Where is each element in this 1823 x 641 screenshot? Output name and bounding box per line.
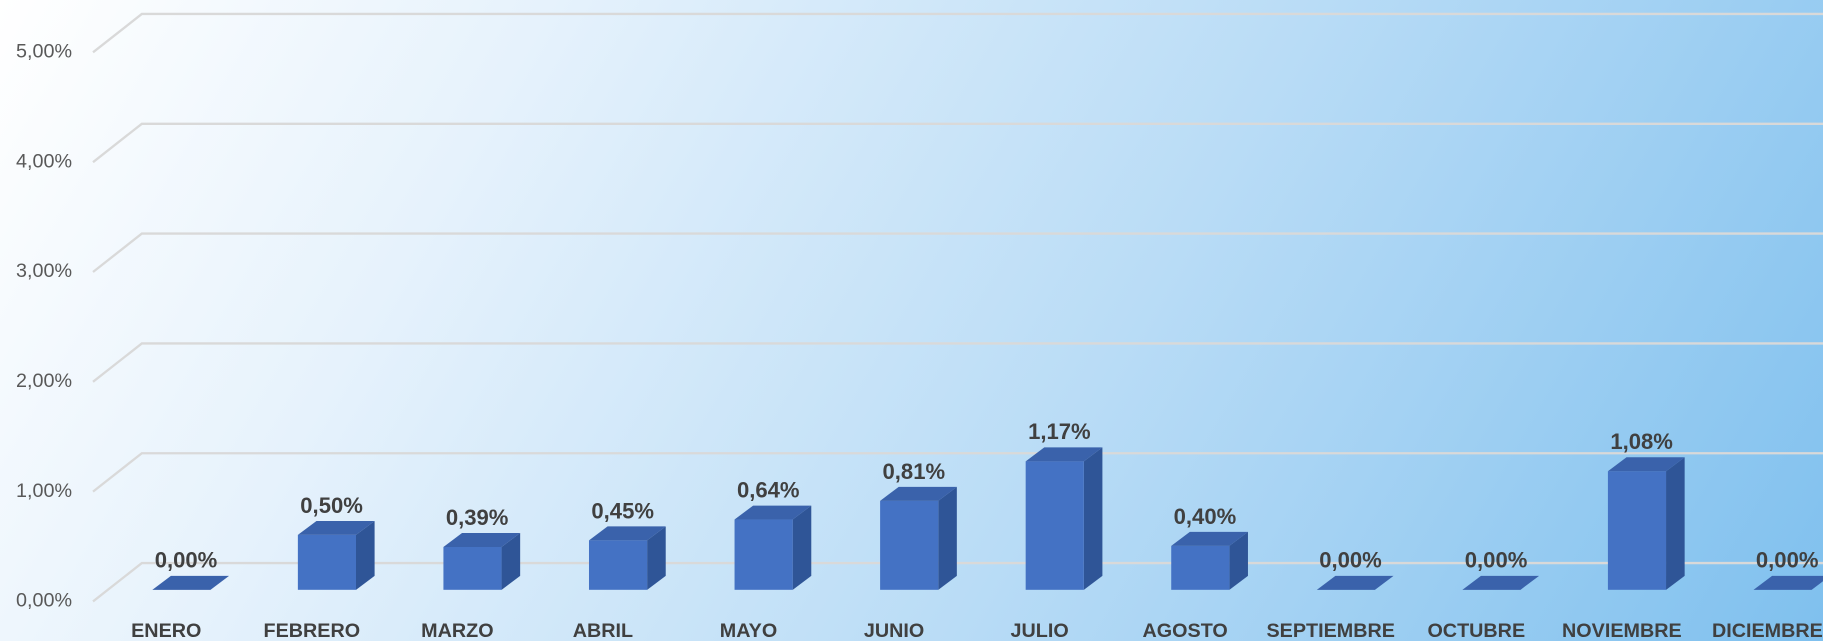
grid-line — [92, 12, 1823, 54]
bar-side — [1666, 457, 1685, 590]
bar — [880, 486, 957, 590]
bar-top — [1171, 531, 1248, 546]
value-label: 0,00% — [155, 548, 218, 573]
grid-line — [92, 561, 1823, 603]
bar-top — [443, 533, 521, 547]
bar — [588, 526, 666, 590]
bar-side — [501, 533, 521, 590]
x-tick-label: OCTUBRE — [1427, 620, 1525, 641]
bar — [443, 533, 521, 590]
x-tick-label: JUNIO — [864, 620, 924, 641]
bar-front — [588, 540, 648, 590]
bar-top — [1025, 447, 1103, 462]
bar-side — [355, 520, 375, 590]
bar — [1753, 575, 1823, 590]
bar-front — [443, 546, 502, 590]
bar-top — [1316, 575, 1394, 590]
bar-top — [588, 526, 666, 541]
x-tick-label: MAYO — [720, 620, 777, 641]
y-tick-label: 1,00% — [16, 480, 72, 502]
bar-side — [1229, 531, 1248, 590]
grid-line — [92, 232, 1823, 273]
value-label: 0,64% — [737, 477, 800, 502]
value-label: 1,08% — [1610, 429, 1673, 454]
bar-top — [152, 575, 230, 590]
y-tick-label: 0,00% — [16, 590, 72, 612]
bar — [1025, 447, 1103, 590]
grid-line — [92, 452, 1823, 493]
x-tick-label: MARZO — [421, 620, 493, 641]
grid-line — [92, 122, 1823, 164]
x-tick-label: DICIEMBRE — [1712, 620, 1823, 641]
bar — [1607, 457, 1685, 590]
value-label: 0,00% — [1319, 548, 1382, 573]
value-label: 0,00% — [1756, 548, 1819, 573]
x-tick-label: ENERO — [131, 620, 201, 641]
bar — [1171, 531, 1248, 590]
value-label: 0,81% — [883, 459, 946, 484]
bar — [297, 520, 375, 590]
bar — [1316, 575, 1394, 590]
bar-front — [1171, 545, 1230, 590]
x-tick-label: SEPTIEMBRE — [1267, 620, 1395, 641]
bar-top — [880, 486, 957, 501]
bar-front — [1025, 461, 1084, 590]
y-tick-label: 5,00% — [16, 41, 72, 63]
value-label: 0,00% — [1465, 548, 1528, 573]
bar-top — [297, 520, 375, 535]
bar-top — [1462, 575, 1540, 590]
bar-front — [297, 534, 356, 590]
bar — [1462, 575, 1540, 590]
y-tick-label: 4,00% — [16, 150, 72, 172]
bar-front — [1607, 471, 1667, 590]
x-tick-label: AGOSTO — [1143, 620, 1228, 641]
bar — [734, 505, 812, 590]
value-label: 0,40% — [1174, 504, 1237, 529]
x-tick-label: JULIO — [1011, 620, 1069, 641]
grid-line — [92, 342, 1823, 383]
bar-side — [792, 505, 812, 590]
value-label: 0,45% — [591, 498, 654, 523]
y-tick-label: 2,00% — [16, 370, 72, 392]
bar-side — [1083, 447, 1103, 590]
bar — [152, 575, 230, 590]
value-label: 0,39% — [446, 505, 509, 530]
bar-top — [734, 505, 812, 520]
bar-side — [938, 486, 957, 590]
bar-front — [880, 500, 939, 590]
x-tick-label: FEBRERO — [264, 620, 361, 641]
bar-top — [1753, 575, 1823, 590]
x-tick-label: NOVIEMBRE — [1562, 620, 1682, 641]
bar-side — [647, 526, 666, 590]
value-label: 1,17% — [1028, 419, 1091, 444]
y-tick-label: 3,00% — [16, 260, 72, 282]
x-tick-label: ABRIL — [573, 620, 633, 641]
bar-front — [734, 519, 793, 590]
bar-top — [1607, 457, 1685, 472]
value-label: 0,50% — [300, 493, 363, 518]
